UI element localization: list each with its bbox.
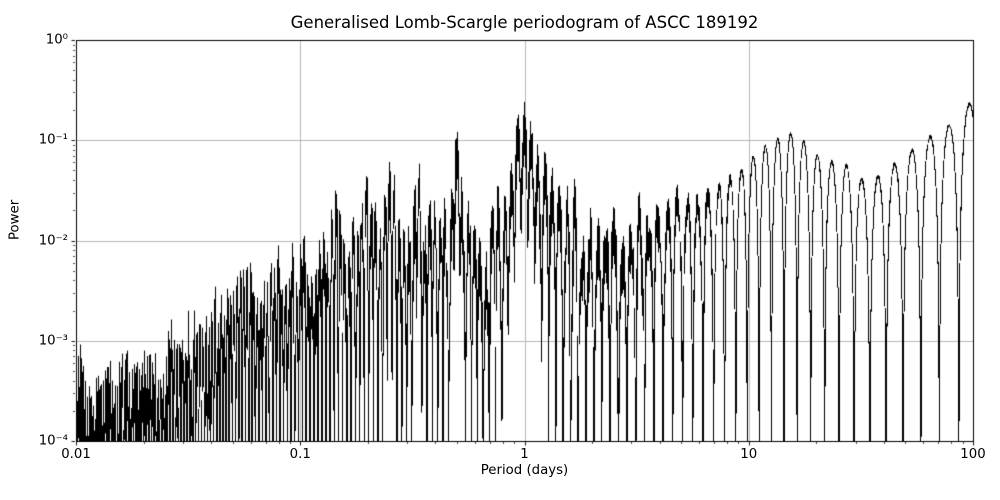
chart-title: Generalised Lomb-Scargle periodogram of … bbox=[290, 13, 759, 32]
x-tick-label: 0.01 bbox=[61, 447, 91, 462]
x-tick-label: 0.1 bbox=[289, 447, 311, 462]
x-tick-label: 100 bbox=[960, 447, 986, 462]
x-tick-label: 10 bbox=[740, 447, 758, 462]
y-tick-label: 10⁰ bbox=[45, 32, 68, 48]
y-tick-label: 10⁻¹ bbox=[38, 132, 68, 148]
x-tick-label: 1 bbox=[520, 447, 529, 462]
y-tick-label: 10⁻² bbox=[38, 233, 68, 248]
y-tick-label: 10⁻⁴ bbox=[38, 433, 68, 449]
y-tick-label: 10⁻³ bbox=[38, 333, 68, 349]
x-axis-label: Period (days) bbox=[480, 463, 569, 478]
